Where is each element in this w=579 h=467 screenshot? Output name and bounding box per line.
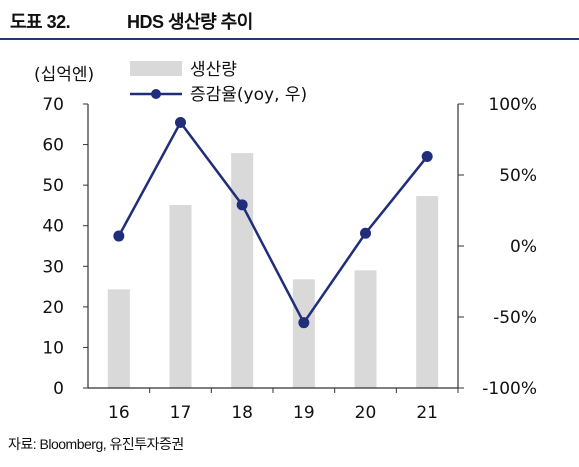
y-left-tick-label: 0 <box>53 379 64 399</box>
yoy-point-21 <box>421 151 433 163</box>
y-left-tick-label: 30 <box>42 257 64 277</box>
bar-18 <box>231 153 254 388</box>
x-tick-label: 16 <box>108 403 130 423</box>
left-axis-unit-label: (십억엔) <box>34 65 95 85</box>
yoy-point-19 <box>298 317 310 329</box>
y-right-tick-label: -100% <box>482 379 537 399</box>
legend-line-marker <box>151 89 161 99</box>
y-right-tick-label: 50% <box>499 166 537 186</box>
yoy-point-16 <box>113 230 125 242</box>
y-left-tick-label: 10 <box>42 338 64 358</box>
title-divider <box>0 38 579 40</box>
x-tick-label: 19 <box>293 403 315 423</box>
yoy-point-20 <box>360 227 371 239</box>
x-tick-label: 21 <box>416 403 438 423</box>
bar-17 <box>169 205 192 388</box>
bar-16 <box>107 289 130 388</box>
bar-20 <box>354 270 377 388</box>
chart-title: HDS 생산량 추이 <box>127 12 253 32</box>
figure-number: 도표 32. <box>10 12 71 32</box>
source-note: 자료: Bloomberg, 유진투자증권 <box>8 436 184 452</box>
legend-bar-swatch <box>130 61 182 76</box>
x-tick-label: 20 <box>355 403 377 423</box>
bar-19 <box>292 279 315 388</box>
y-left-tick-label: 60 <box>42 136 64 156</box>
x-tick-label: 18 <box>231 403 253 423</box>
y-left-tick-label: 20 <box>42 298 64 318</box>
y-right-tick-label: 0% <box>510 237 537 257</box>
legend-line-label: 증감율(yoy, 우) <box>190 85 307 105</box>
y-right-tick-label: -50% <box>493 308 537 328</box>
y-right-tick-label: 100% <box>488 95 537 115</box>
y-left-tick-label: 40 <box>42 217 64 237</box>
x-tick-label: 17 <box>170 403 192 423</box>
yoy-point-17 <box>175 116 186 128</box>
yoy-point-18 <box>236 199 248 211</box>
y-left-tick-label: 70 <box>42 95 64 115</box>
yoy-line <box>117 120 429 326</box>
title-row: 도표 32. HDS 생산량 추이 <box>0 0 579 40</box>
bar-21 <box>416 196 439 388</box>
legend-bar-label: 생산량 <box>190 60 237 80</box>
y-left-tick-label: 50 <box>42 176 64 196</box>
